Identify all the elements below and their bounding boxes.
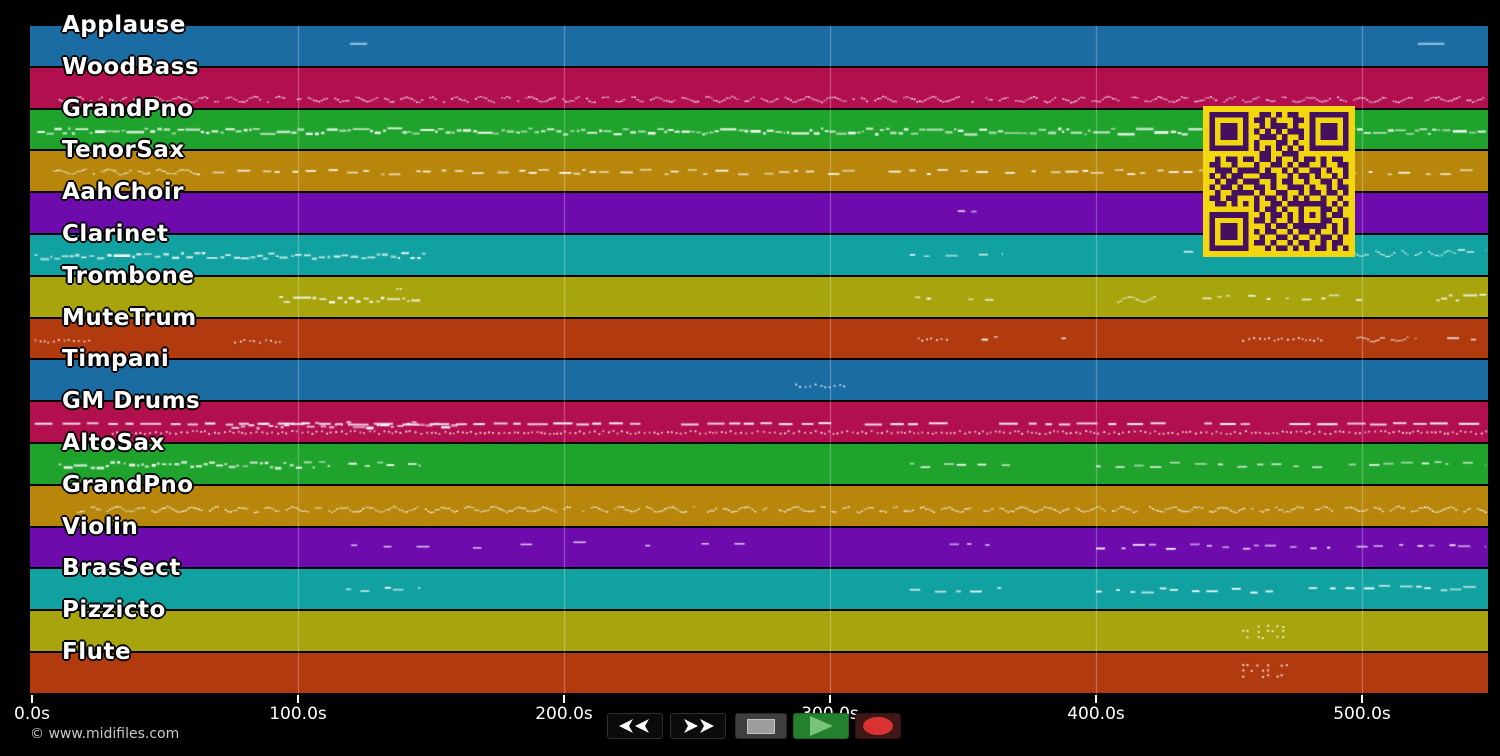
track-band-brassect	[30, 569, 1488, 610]
track-band-timpani	[30, 360, 1488, 401]
track-band-mutetrum	[30, 318, 1488, 359]
track-label: BrasSect	[62, 555, 181, 582]
track-label: Clarinet	[62, 221, 169, 247]
axis-tick-label: 200.0s	[535, 704, 593, 724]
axis-tick	[829, 695, 831, 703]
axis-tick-label: 500.0s	[1333, 704, 1391, 724]
track-label: WoodBass	[62, 53, 200, 80]
axis-tick-label: 100.0s	[269, 704, 327, 724]
track-label: MuteTrum	[62, 304, 197, 331]
track-label: AltoSax	[62, 430, 165, 456]
track-label: GM Drums	[62, 388, 201, 415]
stop-button[interactable]	[735, 713, 787, 739]
track-band-trombone	[30, 276, 1488, 317]
track-band-pizzicto	[30, 611, 1488, 651]
track-label: Trombone	[62, 262, 195, 289]
axis-tick	[31, 695, 33, 703]
track-band-woodbass	[30, 67, 1488, 108]
play-icon	[810, 716, 833, 736]
qr-code	[1203, 106, 1355, 257]
axis-tick-label: 0.0s	[14, 704, 50, 724]
track-label: GrandPno	[62, 95, 194, 122]
track-band-altosax	[30, 444, 1488, 484]
fast-forward-button[interactable]	[670, 713, 726, 739]
copyright-watermark: © www.midifiles.com	[30, 726, 180, 742]
play-button[interactable]	[793, 713, 849, 739]
axis-tick-label: 400.0s	[1067, 704, 1125, 724]
track-band-grandpno	[30, 485, 1488, 526]
rewind-button[interactable]	[607, 713, 663, 739]
record-button[interactable]	[855, 713, 901, 739]
stop-icon	[747, 718, 775, 734]
track-label: TenorSax	[62, 137, 185, 164]
track-label: GrandPno	[62, 471, 194, 498]
axis-tick	[297, 695, 299, 703]
track-label: Violin	[62, 513, 139, 540]
transport-bar	[599, 711, 908, 742]
track-label: AahChoir	[62, 179, 184, 206]
axis-tick	[1361, 695, 1363, 703]
track-band-applause	[30, 26, 1488, 66]
axis-tick	[563, 695, 565, 703]
track-label: Timpani	[62, 346, 170, 373]
rewind-icon	[619, 719, 649, 733]
record-icon	[863, 717, 893, 735]
track-band-gm-drums	[30, 402, 1488, 442]
track-label: Applause	[62, 12, 186, 38]
track-label: Pizzicto	[62, 597, 166, 624]
fast-forward-icon	[684, 719, 714, 733]
track-label: Flute	[62, 639, 132, 665]
track-band-violin	[30, 527, 1488, 568]
track-band-flute	[30, 653, 1488, 693]
axis-tick	[1095, 695, 1097, 703]
